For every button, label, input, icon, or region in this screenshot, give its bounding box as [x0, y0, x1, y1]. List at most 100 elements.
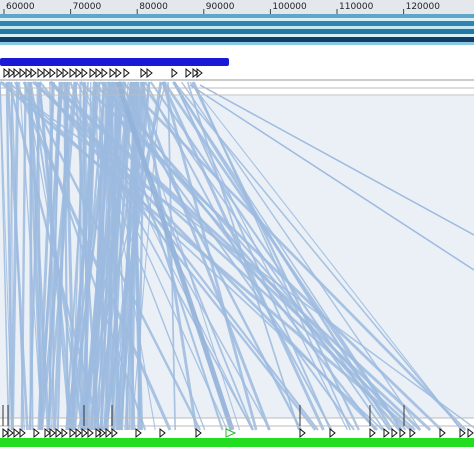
gene-arrow	[369, 427, 376, 439]
band	[0, 42, 474, 45]
match-link	[162, 81, 403, 431]
gene-arrow	[3, 67, 10, 79]
gene-arrow	[30, 67, 37, 79]
match-link	[131, 81, 162, 431]
gene-arrow	[439, 427, 446, 439]
match-link	[149, 81, 391, 431]
gene-arrow	[196, 67, 203, 79]
match-link	[33, 81, 379, 431]
gene-arrow	[44, 427, 51, 439]
gene-arrow	[69, 427, 76, 439]
gene-arrow	[61, 427, 68, 439]
gene-arrow	[409, 427, 416, 439]
match-link	[10, 81, 20, 431]
match-link	[29, 81, 84, 431]
band	[0, 37, 474, 42]
ruler-label: 70000	[73, 2, 102, 12]
gene-arrow	[383, 427, 390, 439]
match-link	[189, 84, 474, 271]
top-sequence	[0, 58, 229, 66]
match-link	[193, 81, 352, 431]
gene-arrow	[2, 427, 9, 439]
gene-arrow	[81, 427, 88, 439]
gene-arrow	[56, 67, 63, 79]
match-link	[79, 81, 134, 431]
gene-arrow	[115, 67, 122, 79]
gene-arrow	[329, 427, 336, 439]
gene-arrow	[171, 67, 178, 79]
gene-arrow	[99, 427, 106, 439]
bottom-sequence	[0, 438, 474, 447]
match-link	[80, 81, 253, 431]
match-link	[36, 81, 42, 431]
match-link	[172, 81, 403, 431]
gene-arrow	[123, 67, 130, 79]
match-link	[22, 81, 202, 431]
match-links	[0, 80, 474, 432]
gene-arrow	[109, 67, 116, 79]
band	[0, 21, 474, 26]
match-link	[186, 81, 300, 431]
match-link	[106, 81, 377, 431]
ruler-ticks: 60000 70000 80000 90000 100000 110000 120000	[3, 2, 441, 14]
gene-arrow	[69, 67, 76, 79]
band	[0, 29, 474, 34]
match-link	[100, 81, 106, 431]
match-link	[73, 81, 100, 431]
gene-arrow	[159, 427, 166, 439]
gene-arrow	[13, 67, 20, 79]
match-link	[5, 81, 13, 431]
match-link	[0, 81, 10, 431]
gene-arrow	[49, 67, 56, 79]
gene-arrow	[81, 67, 88, 79]
gene-arrow	[399, 427, 406, 439]
gene-arrow	[75, 427, 82, 439]
match-link	[189, 81, 462, 431]
gene-arrow	[75, 67, 82, 79]
band	[0, 34, 474, 37]
match-link	[167, 81, 177, 431]
ruler-label: 90000	[206, 2, 235, 12]
gene-arrow	[13, 427, 20, 439]
match-link	[173, 81, 463, 431]
gene-arrow	[140, 67, 147, 79]
ruler-label: 110000	[339, 2, 374, 12]
gene-arrow	[185, 67, 192, 79]
gene-arrow	[25, 67, 32, 79]
gene-arrow	[95, 67, 102, 79]
gene-arrow	[7, 427, 14, 439]
match-link	[13, 81, 172, 431]
gene-arrow	[299, 427, 306, 439]
gene-arrow	[146, 67, 153, 79]
gene-arrow	[95, 427, 102, 439]
gene-arrow	[62, 67, 69, 79]
gene-arrow	[19, 427, 26, 439]
gene-arrow	[195, 427, 202, 439]
match-link	[101, 81, 355, 431]
match-link	[23, 81, 147, 431]
ruler-label: 60000	[6, 2, 35, 12]
match-link	[115, 81, 235, 431]
band	[0, 26, 474, 29]
gene-arrow	[43, 67, 50, 79]
gene-arrow	[459, 427, 466, 439]
track-bands	[0, 14, 474, 45]
gene-arrow	[101, 67, 108, 79]
band	[0, 14, 474, 18]
match-link	[68, 81, 228, 431]
match-link	[107, 81, 224, 431]
match-link	[134, 81, 271, 431]
band	[0, 18, 474, 21]
match-link	[172, 81, 349, 431]
gene-arrow	[467, 427, 474, 439]
match-link	[95, 81, 156, 431]
gene-arrow	[37, 67, 44, 79]
match-link	[199, 84, 474, 236]
gene-arrow	[87, 427, 94, 439]
ruler	[0, 0, 474, 14]
gene-arrow	[391, 427, 398, 439]
ruler-label: 120000	[406, 2, 441, 12]
gene-features	[2, 67, 474, 439]
